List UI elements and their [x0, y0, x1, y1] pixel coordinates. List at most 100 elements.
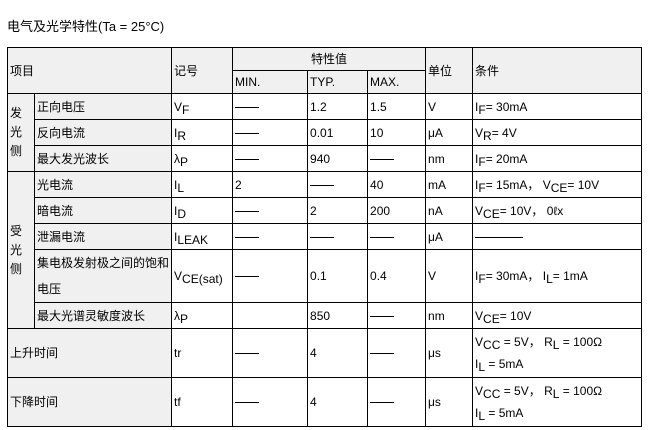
value-min [232, 249, 309, 303]
dash [235, 402, 260, 404]
symbol: IR [171, 119, 234, 146]
subscript: CE [483, 311, 500, 326]
item-name: 光电流 [33, 171, 173, 198]
subscript: L [478, 360, 486, 374]
symbol: ID [171, 197, 234, 224]
condition-line: IF= 15mA， VCE= 10V [475, 177, 599, 195]
unit: μs [425, 328, 474, 378]
subscript: L [552, 387, 560, 401]
table-row: 反向电流 IR 0.01 10 μA VR= 4V [8, 119, 643, 146]
value-max [367, 328, 427, 378]
symbol: VCE(sat) [171, 249, 234, 303]
subscript: R [483, 128, 492, 143]
text: V [475, 384, 484, 398]
text: = 5V， R [500, 384, 553, 398]
text: V [475, 125, 484, 140]
item-name: 上升时间 [6, 328, 173, 378]
dash [235, 236, 260, 238]
value-min [232, 377, 309, 427]
text: I [475, 406, 479, 420]
header-symbol: 记号 [171, 47, 234, 94]
page-title: 电气及光学特性(Ta = 25°C) [7, 19, 165, 34]
text: = 20mA [485, 151, 528, 166]
text: V [174, 269, 183, 283]
condition-line: IL = 5mA [475, 402, 639, 424]
unit: μA [425, 223, 474, 250]
text: = 10V， 0ℓx [499, 203, 564, 218]
group-label: 受光侧 [7, 171, 35, 329]
text: = 1mA [552, 269, 588, 283]
value-max [367, 377, 427, 427]
subscript: D [177, 206, 187, 221]
condition-line: VR= 4V [475, 125, 517, 143]
text: tr [174, 346, 182, 360]
text: I [174, 177, 178, 192]
subscript: F [182, 102, 190, 117]
header-max: MAX. [367, 70, 427, 94]
condition: VCC = 5V， RL = 100Ω IL = 5mA [472, 328, 643, 378]
value-min [232, 119, 309, 146]
subscript: CE [550, 180, 568, 195]
text: I [475, 269, 479, 283]
dash [235, 158, 260, 160]
item-name: 下降时间 [6, 377, 173, 427]
condition [472, 223, 643, 250]
table-row: 下降时间 tf 4 μs VCC = 5V， RL = 100Ω IL = 5mA [6, 377, 643, 427]
characteristics-table: 项目 记号 特性值 单位 条件 MIN. TYP. MAX. 发光侧 正向电压 VF… [6, 47, 643, 427]
text: = 30mA， I [485, 269, 547, 283]
symbol: VF [171, 93, 234, 120]
text: I [475, 151, 479, 166]
text: = 4V [491, 125, 517, 140]
dash [235, 276, 260, 278]
text: = 10V [499, 308, 532, 323]
unit: nm [425, 302, 474, 329]
header-condition: 条件 [472, 47, 643, 94]
item-name: 最大光谱灵敏度波长 [33, 302, 173, 329]
text: I [475, 357, 479, 371]
value-typ: 4 [307, 377, 369, 427]
value-max: 1.5 [367, 93, 427, 120]
text: λ [174, 151, 181, 166]
condition: VCE= 10V [472, 302, 643, 329]
table-row: 暗电流 ID 2 200 nA VCE= 10V， 0ℓx [8, 197, 643, 224]
symbol: ILEAK [171, 223, 234, 250]
value-min [232, 223, 309, 250]
subscript: L [552, 338, 560, 352]
unit: nA [425, 197, 474, 224]
text: λ [174, 308, 181, 323]
group-label: 发光侧 [7, 93, 35, 172]
subscript: L [177, 180, 185, 195]
subscript: CC [483, 338, 501, 352]
unit: mA [425, 171, 474, 198]
dash [235, 132, 260, 134]
dash [310, 184, 335, 186]
value-max: 200 [367, 197, 427, 224]
text: I [174, 125, 178, 140]
value-min: 2 [232, 171, 309, 198]
text: = 15mA， V [485, 177, 551, 192]
value-min [232, 302, 309, 329]
condition: IF= 20mA [472, 145, 643, 172]
value-max [367, 302, 427, 329]
condition-line: IF= 30mA [475, 100, 527, 117]
text: V [475, 335, 484, 349]
subscript: F [478, 272, 486, 286]
unit: μA [425, 119, 474, 146]
header-item: 项目 [6, 47, 173, 94]
symbol: IL [171, 171, 234, 198]
text: = 100Ω [559, 384, 603, 398]
item-name: 最大发光波长 [33, 145, 173, 172]
symbol: tf [171, 377, 234, 427]
header-typ: TYP. [307, 70, 369, 94]
value-typ: 4 [307, 328, 369, 378]
symbol: tr [171, 328, 234, 378]
subscript: CE [483, 206, 500, 221]
item-name: 正向电压 [33, 93, 173, 120]
dash [235, 353, 260, 355]
condition-line: VCE= 10V， 0ℓx [475, 203, 564, 221]
condition: IF= 30mA， IL= 1mA [472, 249, 643, 303]
value-typ: 0.01 [307, 119, 369, 146]
condition: VR= 4V [472, 119, 643, 146]
subscript: F [478, 102, 486, 117]
table-row: 最大光谱灵敏度波长 λP 850 nm VCE= 10V [8, 302, 643, 329]
